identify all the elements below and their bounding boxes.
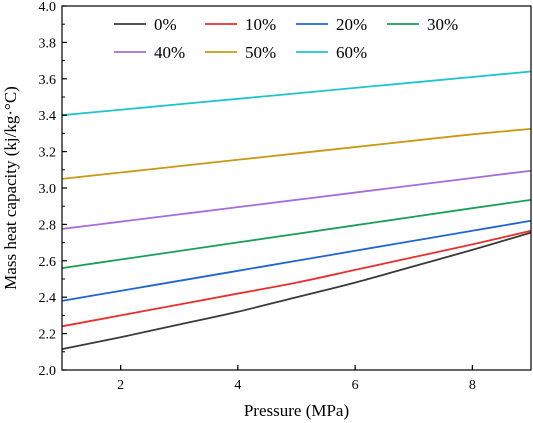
x-tick-label: 6 bbox=[352, 378, 359, 393]
y-axis-title: Mass heat capacity (kj/kg·°C) bbox=[1, 86, 20, 290]
legend-label-1: 10% bbox=[245, 15, 276, 34]
y-tick-label: 3.4 bbox=[39, 109, 57, 124]
legend-label-4: 40% bbox=[154, 43, 185, 62]
y-tick-label: 3.2 bbox=[39, 146, 57, 161]
y-tick-label: 3.8 bbox=[39, 36, 57, 51]
y-tick-label: 2.6 bbox=[39, 255, 57, 270]
y-tick-label: 3.6 bbox=[39, 73, 57, 88]
y-tick-label: 2.2 bbox=[39, 328, 57, 343]
x-tick-label: 4 bbox=[234, 378, 241, 393]
legend-label-6: 60% bbox=[336, 43, 367, 62]
series-line-3 bbox=[61, 198, 532, 269]
legend-label-0: 0% bbox=[154, 15, 177, 34]
series-line-2 bbox=[61, 219, 532, 302]
x-axis-title: Pressure (MPa) bbox=[244, 401, 349, 420]
axis-ticks: 2 4 6 8 2.0 2.2 2.4 2.6 2.8 3.0 3.2 3.4 3.6 3.8 4.0 bbox=[39, 0, 476, 393]
y-tick-label: 2.4 bbox=[39, 291, 57, 306]
legend-label-3: 30% bbox=[427, 15, 458, 34]
y-tick-label: 4.0 bbox=[39, 0, 57, 15]
y-tick-label: 2.0 bbox=[39, 364, 57, 379]
x-tick-label: 8 bbox=[469, 378, 476, 393]
series-line-6 bbox=[61, 70, 532, 117]
series-layer bbox=[61, 70, 532, 350]
legend: 0% 10% 20% 30% 40% 50% 60% bbox=[114, 15, 458, 62]
x-tick-label: 2 bbox=[117, 378, 124, 393]
series-line-4 bbox=[61, 169, 532, 230]
legend-label-2: 20% bbox=[336, 15, 367, 34]
series-line-1 bbox=[61, 229, 532, 328]
series-line-0 bbox=[61, 231, 532, 350]
y-tick-label: 2.8 bbox=[39, 218, 57, 233]
legend-label-5: 50% bbox=[245, 43, 276, 62]
y-tick-label: 3.0 bbox=[39, 182, 57, 197]
series-line-5 bbox=[61, 127, 532, 180]
plot-frame bbox=[61, 5, 532, 371]
